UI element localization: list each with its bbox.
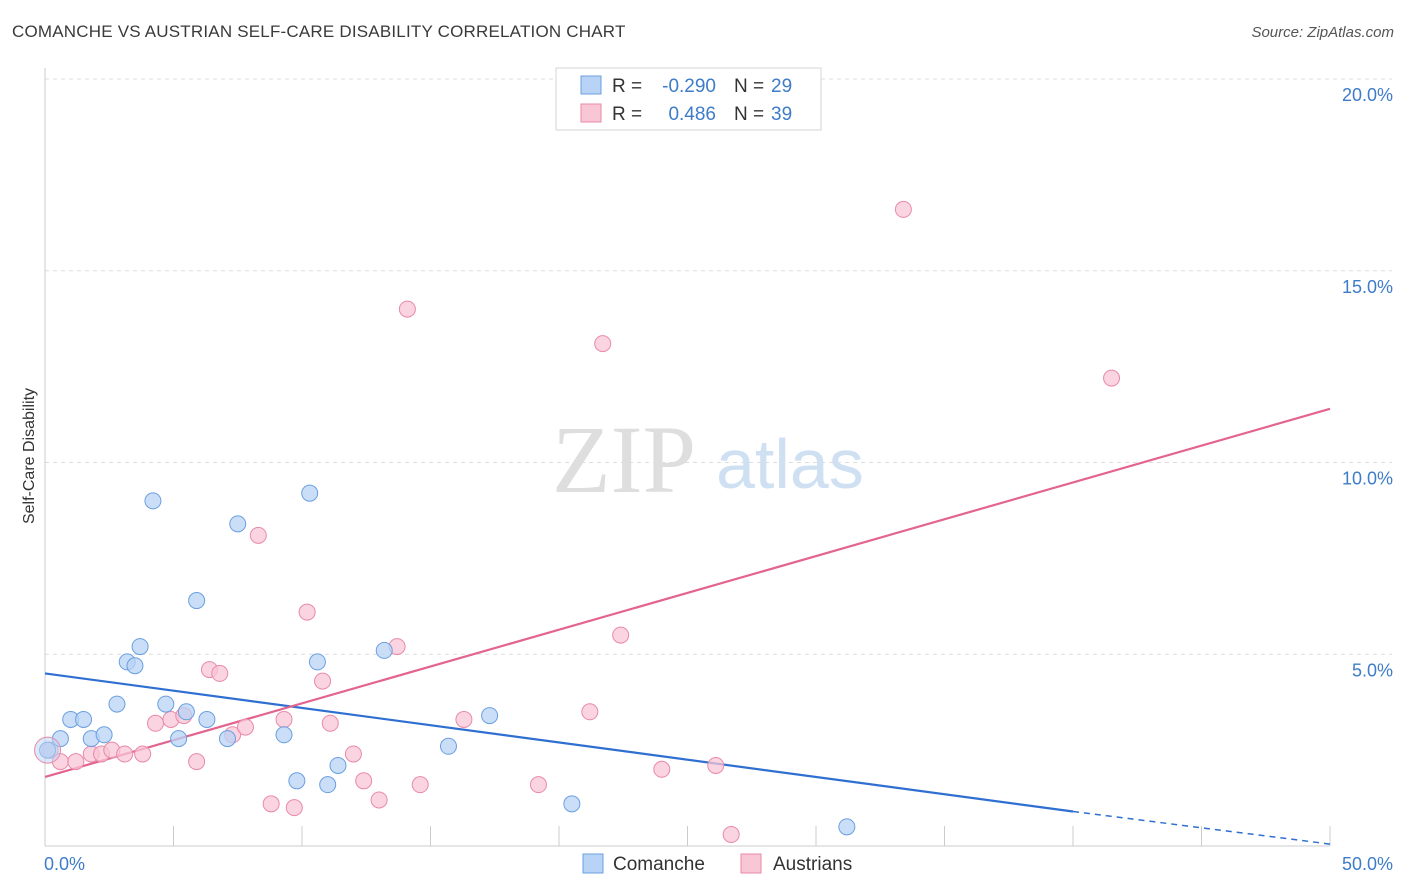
comanche-point-25 [439,737,457,755]
austrian-point-15 [236,718,254,736]
austrian-point-31 [581,703,599,721]
legend-swatch-austrians [580,103,602,123]
comanche-point-23 [329,756,347,774]
austrian-point-32 [594,335,612,353]
legend-r-label-comanche: R = [612,76,642,97]
y-tick-label-3: 20.0% [1342,85,1393,105]
legend-n-value-comanche: 29 [771,76,792,97]
bottom-legend-label-austrians: Austrians [773,854,852,875]
y-tick-label-1: 10.0% [1342,469,1393,489]
legend-n-value-austrians: 39 [771,104,792,125]
austrian-point-37 [894,200,912,218]
comanche-trend-line [44,672,1074,813]
gridlines [45,78,1392,655]
austrian-point-38 [1103,369,1121,387]
comanche-point-14 [188,592,206,610]
comanche-point-24 [375,641,393,659]
comanche-point-18 [275,726,293,744]
chart-title: COMANCHE VS AUSTRIAN SELF-CARE DISABILIT… [12,22,626,41]
austrian-trend-line [44,407,1331,779]
austrian-point-33 [612,626,630,644]
austrian-point-6 [116,745,134,763]
bottom-legend-swatch-austrians [740,853,762,874]
comanche-point-19 [288,772,306,790]
austrian-point-35 [707,756,725,774]
austrian-point-28 [411,776,429,794]
austrian-point-8 [147,714,165,732]
austrian-point-25 [370,791,388,809]
trend-lines [44,407,1331,845]
legend: R = -0.290 N = 29 R = 0.486 N = 39 [555,67,822,131]
austrian-point-29 [455,710,473,728]
comanche-point-5 [95,726,113,744]
austrian-point-7 [134,745,152,763]
comanche-point-22 [319,776,337,794]
comanche-point-11 [157,695,175,713]
legend-r-value-comanche: -0.290 [662,76,716,97]
bottom-legend-swatch-comanche [582,853,604,874]
legend-r-value-austrians: 0.486 [668,104,716,125]
austrian-point-13 [211,664,229,682]
austrian-point-11 [188,753,206,771]
austrian-point-34 [653,760,671,778]
legend-n-label-austrians: N = [734,104,764,125]
comanche-point-13 [177,703,195,721]
austrian-point-17 [262,795,280,813]
watermark-atlas: atlas [716,425,864,503]
comanche-point-8 [126,657,144,675]
y-tick-label-2: 15.0% [1342,277,1393,297]
comanche-point-17 [229,515,247,533]
y-axis-title: Self-Care Disability [21,388,38,524]
comanche-point-12 [170,730,188,748]
bottom-legend: Comanche Austrians [582,853,852,875]
comanche-point-20 [301,484,319,502]
comanche-point-3 [75,710,93,728]
austrian-point-18 [275,710,293,728]
austrian-point-24 [355,772,373,790]
comanche-point-28 [838,818,856,836]
x-tick-label-min: 0.0% [44,854,85,874]
austrian-point-36 [722,825,740,843]
data-points [34,200,1121,843]
legend-n-label-comanche: N = [734,76,764,97]
y-tick-label-0: 5.0% [1352,660,1393,680]
austrian-point-20 [298,603,316,621]
bottom-legend-label-comanche: Comanche [613,854,705,875]
chart-source: Source: ZipAtlas.com [1251,24,1394,41]
legend-r-label-austrians: R = [612,104,642,125]
y-tick-labels: 5.0% 10.0% 15.0% 20.0% [1342,85,1393,680]
comanche-point-27 [563,795,581,813]
comanche-point-26 [481,707,499,725]
axes [44,68,1331,847]
comanche-point-15 [198,710,216,728]
austrian-point-21 [314,672,332,690]
austrian-point-16 [249,526,267,544]
origin-cluster-point [34,736,62,764]
austrian-point-23 [344,745,362,763]
austrian-point-22 [321,714,339,732]
x-tick-label-max: 50.0% [1342,854,1393,874]
comanche-point-9 [131,638,149,656]
austrian-point-19 [285,799,303,817]
watermark-zip: ZIP [552,406,696,513]
austrian-point-27 [398,300,416,318]
comanche-point-21 [308,653,326,671]
austrian-point-2 [67,753,85,771]
comanche-point-10 [144,492,162,510]
comanche-point-6 [108,695,126,713]
comanche-point-16 [218,730,236,748]
watermark: ZIP atlas [552,406,864,513]
austrian-point-30 [529,776,547,794]
legend-swatch-comanche [580,75,602,95]
